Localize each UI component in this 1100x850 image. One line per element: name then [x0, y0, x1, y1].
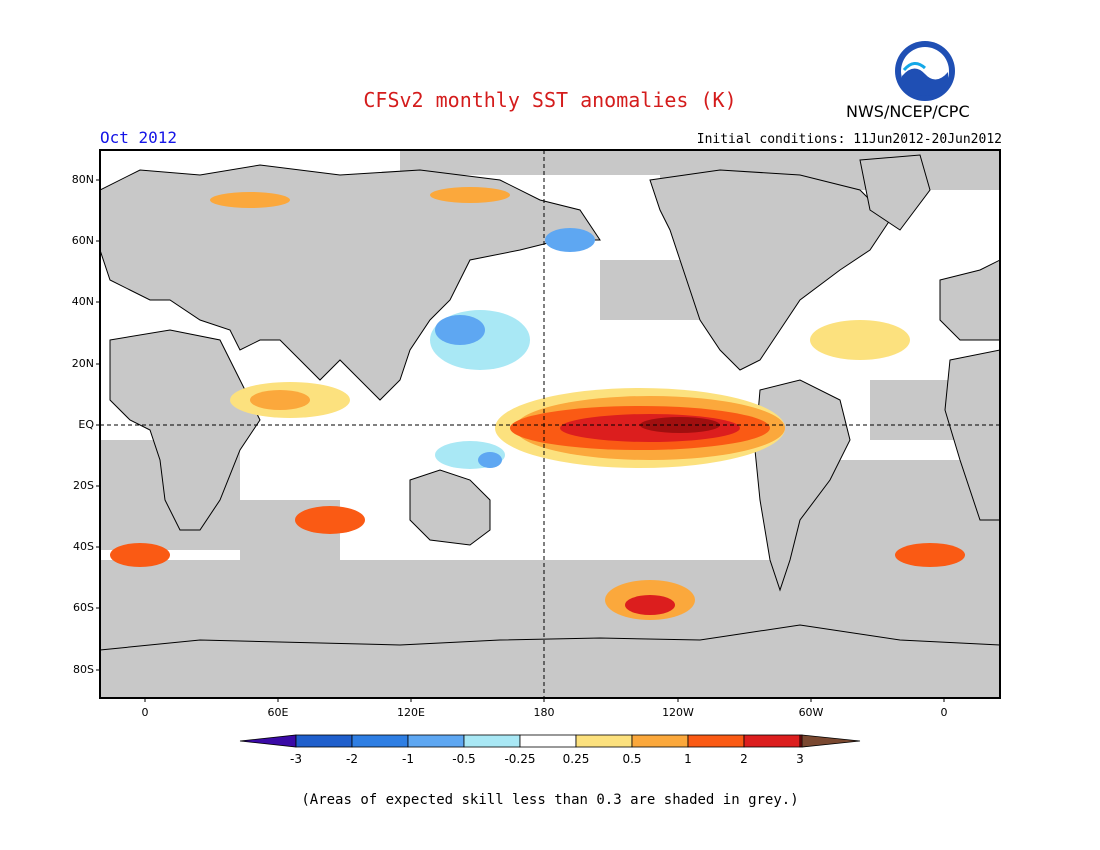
- lon-label: 120E: [397, 706, 425, 719]
- colorbar-label: -2: [346, 752, 358, 766]
- colorbar-label: 1: [684, 752, 692, 766]
- land-masses: [100, 154, 1000, 698]
- colorbar-segment: [631, 734, 689, 748]
- lat-label: 20N: [71, 357, 94, 370]
- lon-ticks: [144, 698, 945, 702]
- plot-frame: [99, 149, 1001, 699]
- lon-label: 0: [141, 706, 149, 719]
- colorbar-label: -1: [402, 752, 414, 766]
- colorbar-label: -3: [290, 752, 302, 766]
- chart-title: CFSv2 monthly SST anomalies (K): [363, 88, 737, 112]
- forecast-month: Oct 2012: [100, 128, 178, 147]
- cool-anomaly-regions: [430, 228, 595, 469]
- colorbar-segment: [519, 734, 577, 748]
- colorbar-label: 0.5: [622, 752, 642, 766]
- skill-footnote: (Areas of expected skill less than 0.3 a…: [301, 792, 799, 808]
- lat-label: 60N: [71, 234, 94, 247]
- lon-label: 180: [533, 706, 555, 719]
- colorbar-label: -0.25: [504, 752, 536, 766]
- colorbar-high-triangle: [801, 734, 861, 748]
- lon-label: 0: [940, 706, 948, 719]
- colorbar-segment: [351, 734, 409, 748]
- colorbar-label: -0.5: [452, 752, 476, 766]
- lat-ticks: [96, 179, 100, 671]
- colorbar-low-triangle: [239, 734, 297, 748]
- warm-anomaly-regions: [110, 187, 965, 620]
- colorbar-segment: [463, 734, 521, 748]
- lon-label: 120W: [662, 706, 694, 719]
- colorbar-segment: [407, 734, 465, 748]
- initial-conditions: Initial conditions: 11Jun2012-20Jun2012: [696, 132, 1002, 147]
- lon-label: 60E: [267, 706, 289, 719]
- noaa-logo: [895, 41, 955, 101]
- lat-label: EQ: [78, 418, 94, 431]
- lat-label: 40N: [71, 295, 94, 308]
- colorbar-label: 2: [740, 752, 748, 766]
- colorbar-label: 0.25: [562, 752, 590, 766]
- organization-label: NWS/NCEP/CPC: [846, 102, 970, 121]
- colorbar-segment: [575, 734, 633, 748]
- lon-label: 60W: [798, 706, 824, 719]
- lat-label: 40S: [73, 540, 94, 553]
- lat-label: 20S: [73, 479, 94, 492]
- lat-label: 60S: [73, 601, 94, 614]
- colorbar-label: 3: [796, 752, 804, 766]
- colorbar-segment: [743, 734, 801, 748]
- colorbar: [239, 734, 861, 748]
- colorbar-segment: [295, 734, 353, 748]
- lat-label: 80S: [73, 663, 94, 676]
- lat-label: 80N: [71, 173, 94, 186]
- colorbar-segment: [687, 734, 745, 748]
